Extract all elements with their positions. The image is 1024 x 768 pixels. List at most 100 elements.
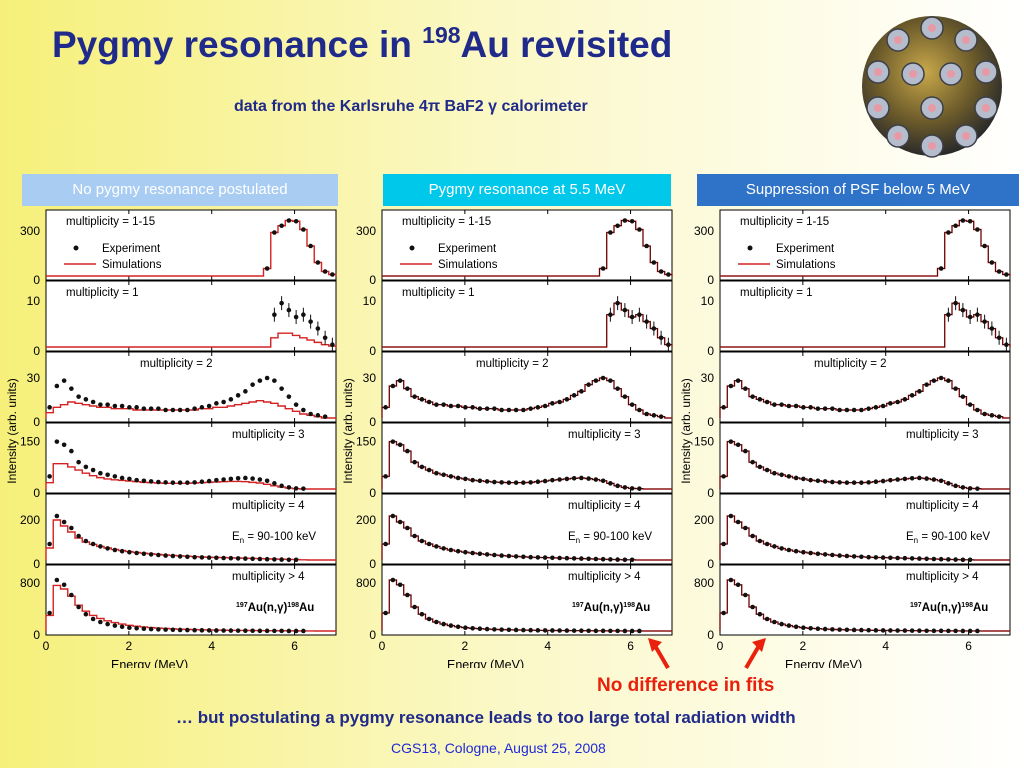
experiment-point: [571, 556, 577, 561]
experiment-point: [593, 628, 599, 634]
experiment-point: [743, 592, 748, 598]
experiment-point: [61, 582, 67, 588]
experiment-point: [250, 476, 255, 481]
experiment-point: [221, 477, 226, 482]
experiment-point: [837, 407, 842, 413]
y-tick-label: 0: [707, 273, 714, 287]
experiment-point: [199, 479, 205, 485]
y-tick-label: 0: [33, 486, 40, 500]
experiment-point: [419, 464, 425, 470]
experiment-point: [257, 628, 263, 634]
experiment-point: [1004, 272, 1009, 277]
experiment-point: [542, 628, 548, 633]
multiplicity-label: multiplicity = 4: [906, 500, 979, 512]
experiment-point: [272, 230, 277, 235]
experiment-point: [177, 554, 183, 559]
experiment-point: [98, 402, 103, 407]
experiment-point: [477, 551, 483, 557]
experiment-point: [975, 628, 980, 634]
experiment-point: [535, 628, 541, 633]
x-tick-label: 4: [882, 639, 889, 653]
experiment-point: [888, 555, 893, 561]
experiment-point: [521, 407, 526, 413]
experiment-point: [909, 393, 915, 398]
multiplicity-label: multiplicity = 3: [232, 429, 305, 441]
experiment-point: [463, 405, 468, 410]
y-tick-label: 10: [363, 294, 377, 308]
experiment-point: [221, 399, 226, 405]
experiment-point: [880, 478, 886, 484]
experiment-point: [608, 481, 613, 486]
experiment-point: [902, 555, 908, 561]
experiment-point: [105, 402, 110, 407]
experiment-point: [557, 628, 562, 633]
simulation-series: [46, 332, 337, 348]
experiment-point: [90, 541, 96, 547]
experiment-point: [90, 616, 96, 622]
experiment-point: [851, 407, 857, 413]
experiment-point: [412, 394, 417, 399]
experiment-point: [728, 513, 734, 519]
experiment-point: [69, 592, 74, 598]
y-tick-label: 30: [363, 371, 377, 385]
experiment-point: [542, 555, 548, 560]
y-tick-label: 0: [707, 486, 714, 500]
experiment-point: [550, 555, 555, 561]
experiment-point: [272, 378, 277, 383]
experiment-point: [484, 626, 490, 632]
experiment-point: [837, 480, 842, 485]
simulation-outline: [720, 302, 1011, 348]
experiment-point: [557, 399, 562, 405]
y-axis-label: Intensity (arb. units): [679, 378, 693, 483]
reaction-core: Au(n,γ): [584, 602, 624, 614]
experiment-point: [170, 627, 176, 633]
experiment-point: [426, 467, 432, 473]
experiment-point: [185, 480, 190, 485]
simulation-outline: [719, 377, 1010, 419]
experiment-point: [579, 475, 584, 481]
reaction-label: 197Au(n,γ)198Au: [236, 602, 314, 614]
experiment-point: [112, 403, 118, 409]
experiment-point: [895, 555, 900, 561]
experiment-point: [772, 470, 777, 476]
experiment-point: [953, 483, 958, 489]
experiment-point: [593, 477, 599, 482]
experiment-point: [873, 405, 879, 410]
experiment-point: [924, 382, 929, 387]
experiment-point: [815, 478, 821, 484]
experiment-point: [528, 554, 533, 560]
experiment-point: [743, 386, 748, 391]
experiment-point: [163, 407, 168, 413]
experiment-point: [629, 628, 635, 634]
experiment-point: [61, 378, 67, 383]
experiment-point: [492, 627, 497, 632]
experiment-point: [286, 218, 292, 223]
experiment-point: [757, 397, 763, 402]
experiment-point: [264, 266, 270, 271]
experiment-point: [528, 627, 533, 633]
y-tick-label: 0: [707, 415, 714, 429]
experiment-point: [844, 627, 850, 633]
experiment-point: [228, 476, 234, 482]
experiment-point: [279, 557, 284, 562]
experiment-point: [608, 628, 613, 634]
experiment-point: [960, 557, 966, 563]
experiment-point: [134, 626, 139, 631]
experiment-point: [535, 479, 541, 485]
experiment-point: [866, 480, 871, 485]
experiment-point: [477, 478, 483, 484]
experiment-point: [448, 403, 454, 409]
experiment-point: [206, 478, 212, 484]
experiment-point: [593, 378, 599, 383]
experiment-point: [83, 464, 89, 470]
experiment-point: [851, 554, 857, 559]
experiment-point: [960, 218, 966, 223]
experiment-point: [54, 577, 60, 583]
experiment-point: [615, 386, 620, 391]
experiment-point: [550, 477, 555, 483]
reaction-mass-c: 198: [623, 602, 635, 609]
experiment-point: [148, 552, 154, 557]
experiment-point: [243, 475, 248, 481]
y-axis-label: Intensity (arb. units): [5, 378, 19, 483]
experiment-point: [192, 554, 197, 560]
